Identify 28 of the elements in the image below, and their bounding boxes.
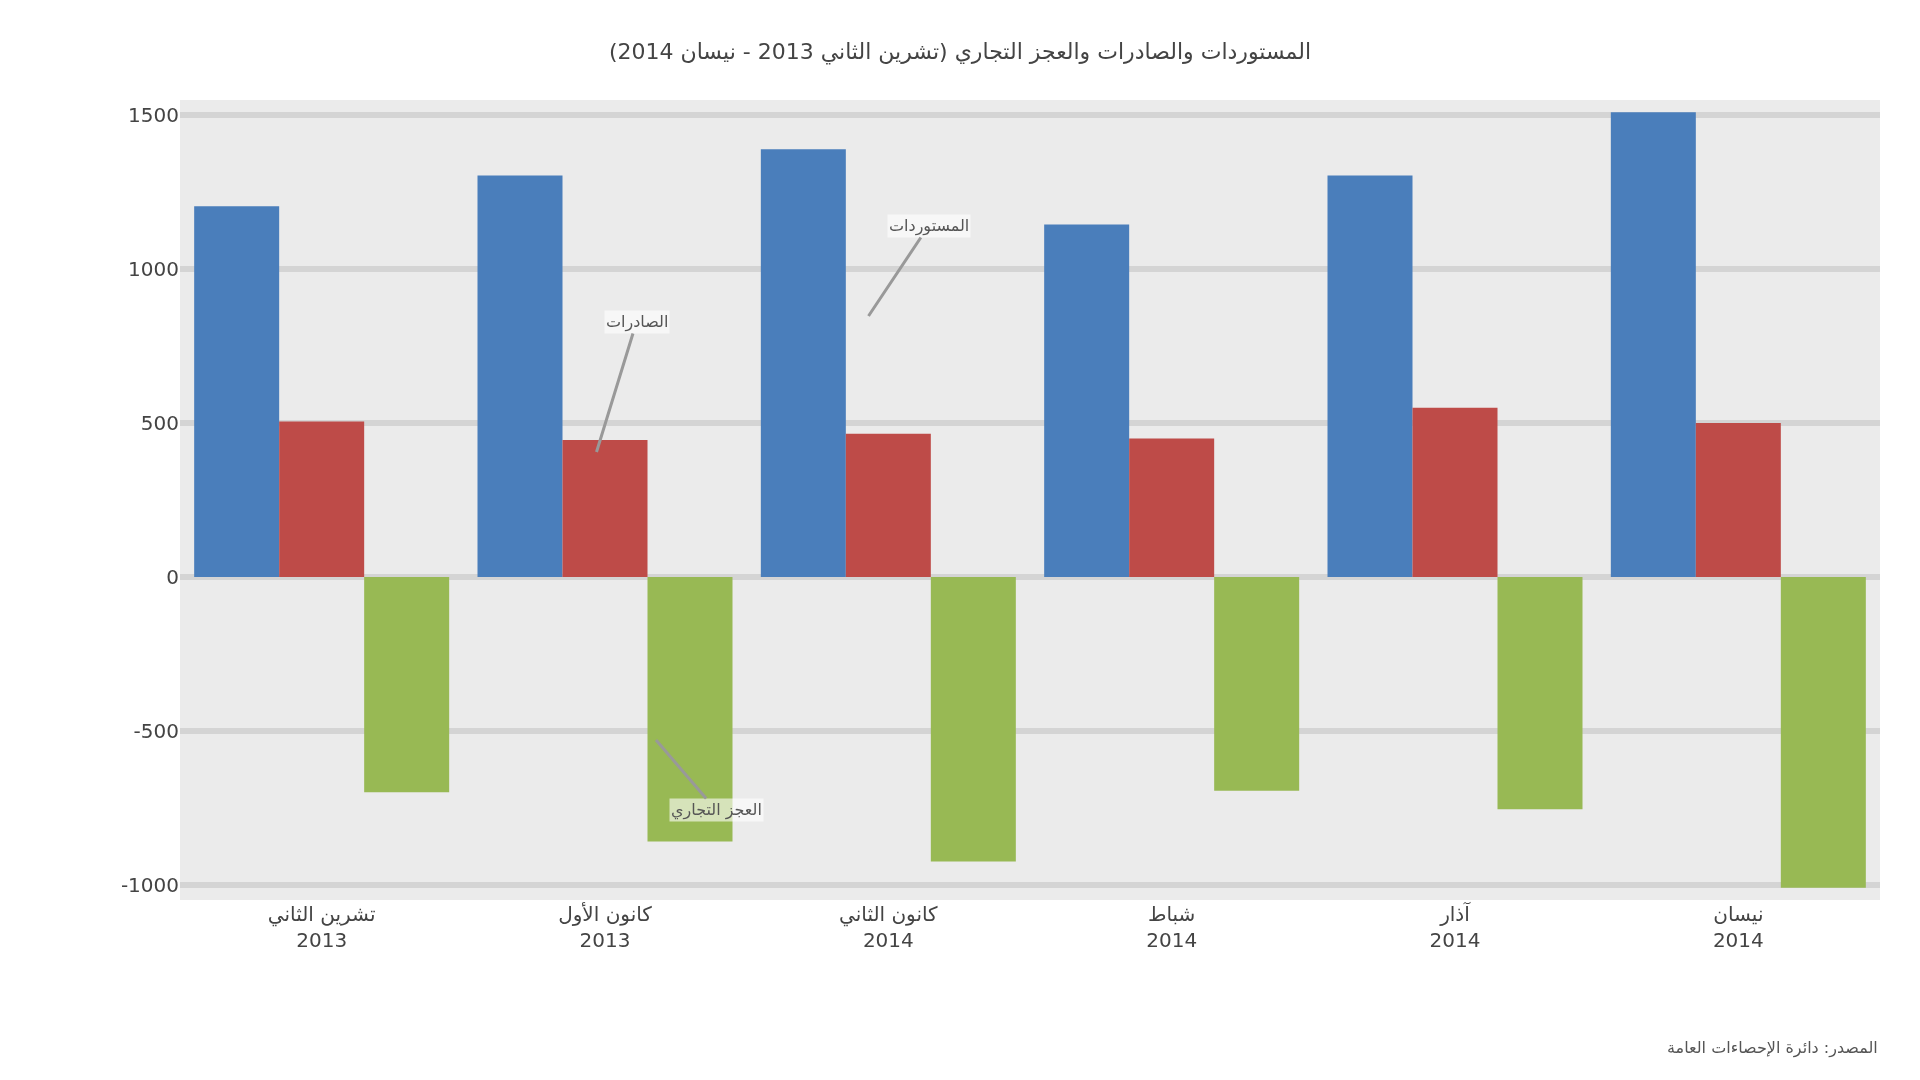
bar [845,433,931,577]
y-tick-label: 0 [166,564,179,589]
bar [1497,576,1583,810]
annotation: المستوردات [889,216,970,236]
bar [1129,438,1215,577]
y-tick-label: 1000 [128,257,179,282]
bar [760,149,846,577]
bar [1780,576,1866,888]
y-tick-label: 500 [140,411,179,436]
text: المصدر: دائرة الإحصاءات العامة [1667,1038,1878,1058]
bar [364,576,450,793]
chart-title: المستوردات والصادرات والعجز التجاري (تشرين الثاني 2013 - نيسان 2014) [608,38,1312,65]
bar [562,440,648,577]
y-tick-label: -500 [133,718,179,743]
bar [1044,224,1130,577]
bar [930,576,1016,862]
bar [1695,423,1781,577]
bar [279,421,365,577]
bar [194,206,280,577]
bar [1412,407,1498,577]
annotation: العجز التجاري [671,800,762,820]
bar [1610,112,1696,577]
y-tick-label: -1000 [120,872,179,897]
bar [477,175,563,577]
annotation: الصادرات [606,312,669,332]
bar [1214,576,1300,791]
y-tick-label: 1500 [128,103,179,128]
bar [1327,175,1413,577]
